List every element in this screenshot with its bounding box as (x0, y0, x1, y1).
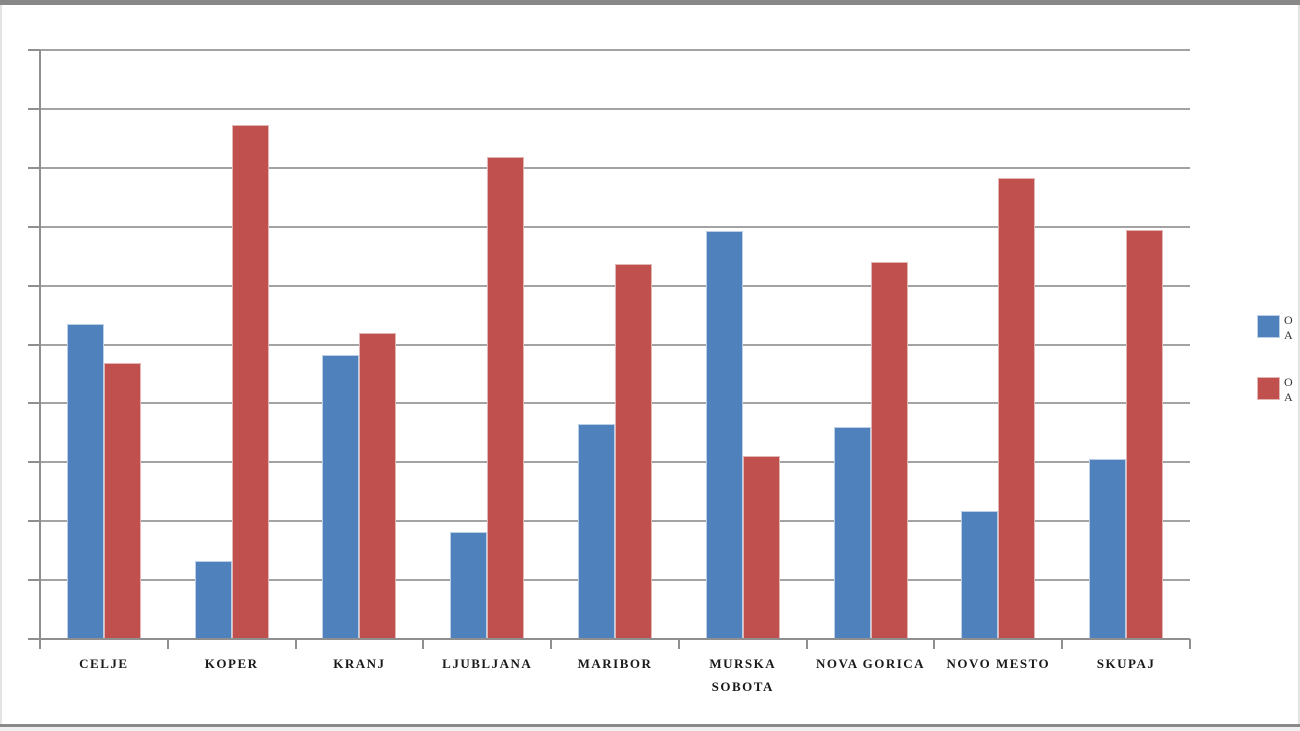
x-axis-tick (933, 639, 936, 649)
bar-murska-sobota-series-1-blue (705, 231, 743, 639)
legend-swatch-series-2-red (1257, 377, 1280, 400)
bar-kranj-series-2-red (359, 333, 397, 639)
bar-novo-mesto-series-2-red (998, 178, 1036, 639)
y-axis-line (39, 50, 41, 639)
x-axis-label-skupaj: SKUPAJ (1096, 656, 1156, 671)
legend-label-series-2-red: O A (1284, 375, 1294, 404)
x-axis-label-maribor: MARIBOR (577, 656, 653, 671)
gridline (40, 107, 1190, 110)
y-axis-tick (28, 579, 40, 582)
x-axis-label-kranj: KRANJ (333, 656, 386, 671)
bottom-divider-line (0, 724, 1300, 727)
x-axis-tick (1189, 639, 1191, 649)
bar-maribor-series-1-blue (578, 424, 615, 639)
top-divider-bar (0, 0, 1300, 5)
y-axis-tick (28, 343, 40, 346)
x-axis-tick (677, 639, 680, 649)
bar-koper-series-1-blue (194, 561, 232, 639)
bar-kranj-series-1-blue (322, 355, 360, 639)
bar-nova-gorica-series-1-blue (833, 427, 871, 639)
y-axis-tick (28, 107, 40, 110)
y-axis-tick (28, 461, 40, 464)
x-axis-label-murska-sobota: MURSKA SOBOTA (709, 656, 777, 694)
gridline (40, 49, 1190, 51)
y-axis-tick (28, 225, 40, 228)
x-axis-label-nova-gorica: NOVA GORICA (815, 656, 926, 671)
bar-murska-sobota-series-2-red (742, 456, 780, 639)
x-axis-tick (550, 639, 553, 649)
x-axis-tick (422, 639, 425, 649)
x-axis-label-celje: CELJE (79, 656, 129, 671)
bar-celje-series-1-blue (66, 324, 104, 639)
bottom-strip (0, 727, 1300, 731)
gridline (40, 225, 1190, 228)
gridline (40, 166, 1190, 169)
x-axis-line (28, 638, 1190, 640)
y-axis-tick (28, 520, 40, 523)
bar-nova-gorica-series-2-red (870, 262, 908, 639)
bar-maribor-series-2-red (615, 264, 652, 639)
x-axis-tick (1061, 639, 1064, 649)
legend-label-series-1-blue: O A (1284, 313, 1294, 342)
y-axis-tick (28, 402, 40, 405)
bar-novo-mesto-series-1-blue (961, 511, 999, 639)
x-axis-tick (166, 639, 169, 649)
bar-celje-series-2-red (103, 363, 141, 639)
y-axis-tick (28, 284, 40, 287)
x-axis-label-novo-mesto: NOVO MESTO (946, 656, 1051, 671)
bar-ljubljana-series-2-red (487, 157, 525, 639)
bar-skupaj-series-1-blue (1089, 459, 1127, 639)
x-axis-tick (805, 639, 808, 649)
bar-ljubljana-series-1-blue (450, 532, 488, 639)
x-axis-tick (294, 639, 297, 649)
bar-skupaj-series-2-red (1126, 230, 1164, 639)
x-axis-label-ljubljana: LJUBLJANA (442, 656, 533, 671)
x-axis-label-koper: KOPER (204, 656, 259, 671)
y-axis-tick (28, 166, 40, 169)
legend-swatch-series-1-blue (1257, 315, 1280, 338)
bar-koper-series-2-red (231, 125, 269, 639)
x-axis-tick (39, 639, 41, 649)
y-axis-tick (28, 49, 40, 51)
